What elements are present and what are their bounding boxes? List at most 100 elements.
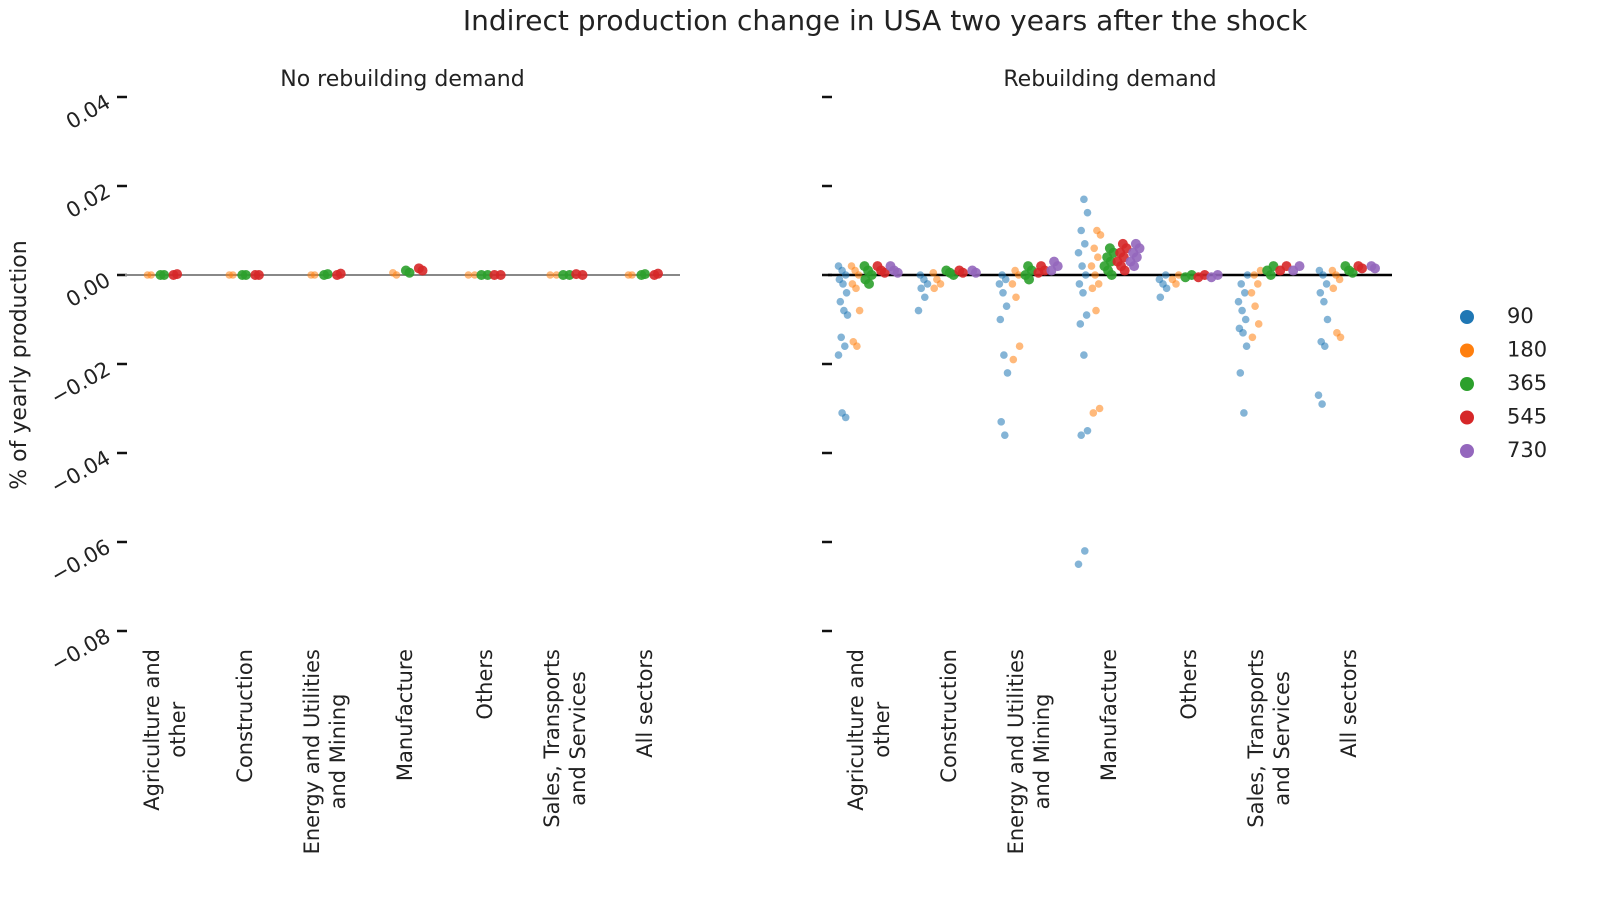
- point: [929, 268, 938, 277]
- y-tick-label: −0.06: [47, 535, 115, 588]
- y-tick-label: 0.00: [62, 268, 115, 312]
- point: [1077, 431, 1085, 440]
- y-tick-label: 0.02: [62, 179, 115, 223]
- point: [1046, 265, 1057, 276]
- point: [996, 315, 1005, 324]
- point: [404, 267, 415, 278]
- point: [1320, 297, 1328, 306]
- point: [571, 269, 582, 280]
- point: [854, 271, 863, 279]
- legend-label: 90: [1507, 304, 1534, 328]
- point: [1106, 270, 1117, 280]
- point: [546, 271, 554, 279]
- point: [836, 297, 845, 306]
- y-axis-label: % of yearly production: [7, 240, 32, 489]
- point: [1193, 272, 1204, 283]
- point: [1087, 262, 1096, 270]
- point: [1083, 208, 1092, 217]
- point: [240, 270, 251, 280]
- point: [1319, 271, 1327, 279]
- point: [489, 270, 500, 280]
- point: [852, 284, 860, 293]
- x-tick-label: All sectors: [633, 649, 657, 758]
- x-tick-label: Agriculture and other: [140, 649, 190, 811]
- point: [921, 293, 929, 302]
- point: [970, 267, 981, 278]
- point: [1242, 342, 1251, 351]
- point: [1075, 280, 1084, 288]
- point: [476, 270, 487, 280]
- x-tick-label: Others: [473, 649, 497, 720]
- legend-label: 545: [1507, 405, 1547, 429]
- point: [995, 280, 1004, 288]
- point: [159, 270, 170, 280]
- point: [1336, 333, 1345, 342]
- point: [1096, 231, 1105, 239]
- x-tick-label: Construction: [937, 649, 961, 783]
- legend-marker: [1460, 410, 1474, 425]
- point: [997, 418, 1005, 426]
- point: [310, 271, 319, 279]
- point: [1236, 369, 1245, 377]
- point: [147, 271, 155, 279]
- point: [1083, 426, 1092, 435]
- point: [1254, 280, 1262, 288]
- point: [1015, 342, 1024, 351]
- point: [1033, 267, 1044, 278]
- point: [1318, 400, 1326, 408]
- point: [1239, 329, 1247, 337]
- point: [1347, 267, 1358, 278]
- point: [1250, 271, 1258, 279]
- chart-title: Indirect production change in USA two ye…: [463, 4, 1308, 37]
- point: [1357, 263, 1367, 274]
- point: [1012, 293, 1020, 302]
- point: [1237, 280, 1245, 288]
- point: [1094, 253, 1102, 261]
- point: [640, 269, 650, 280]
- point: [879, 267, 890, 278]
- point: [1316, 289, 1325, 297]
- panel-title: No rebuilding demand: [280, 67, 524, 92]
- point: [464, 271, 473, 279]
- point: [1079, 289, 1087, 297]
- point: [1081, 240, 1089, 248]
- point: [864, 278, 874, 289]
- point: [1089, 409, 1098, 417]
- point: [1001, 431, 1009, 440]
- point: [1162, 284, 1171, 293]
- point: [172, 269, 183, 280]
- point: [1335, 275, 1344, 284]
- x-tick-label: Manufacture: [1097, 649, 1121, 782]
- point: [1008, 280, 1017, 288]
- x-tick-label: Manufacture: [393, 649, 417, 782]
- point: [253, 270, 264, 280]
- y-tick-label: −0.08: [47, 624, 115, 677]
- point: [1322, 280, 1331, 288]
- point: [1172, 280, 1180, 288]
- point: [558, 270, 569, 280]
- point: [1001, 275, 1010, 284]
- y-tick-label: −0.02: [47, 357, 115, 410]
- point: [1321, 342, 1329, 351]
- x-tick-label: All sectors: [1337, 649, 1361, 758]
- point: [628, 271, 636, 279]
- point: [322, 269, 333, 280]
- point: [1241, 315, 1250, 324]
- point: [1288, 265, 1299, 276]
- point: [1256, 266, 1265, 275]
- point: [1080, 351, 1088, 359]
- point: [470, 271, 479, 279]
- point: [1234, 297, 1243, 306]
- point: [1161, 271, 1170, 279]
- point: [1248, 333, 1257, 342]
- point: [1002, 302, 1011, 310]
- point: [1074, 560, 1083, 569]
- point: [229, 271, 237, 279]
- point: [923, 280, 932, 288]
- panel-title: Rebuilding demand: [1003, 67, 1216, 92]
- point: [1206, 272, 1217, 283]
- point: [1129, 261, 1140, 272]
- point: [1009, 355, 1018, 364]
- point: [1074, 248, 1083, 257]
- point: [1088, 284, 1097, 293]
